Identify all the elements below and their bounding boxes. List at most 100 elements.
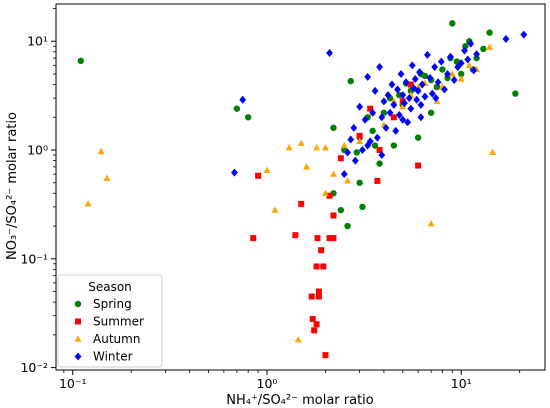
data-point bbox=[486, 29, 493, 36]
data-point bbox=[250, 235, 257, 242]
data-point bbox=[447, 52, 454, 61]
data-point bbox=[322, 143, 329, 151]
legend-entries: Spring Summer Autumn Winter bbox=[74, 297, 144, 364]
data-point bbox=[294, 336, 302, 343]
y-tick-label: 10⁻¹ bbox=[20, 251, 48, 266]
data-point bbox=[402, 78, 410, 87]
data-point bbox=[356, 102, 364, 111]
data-point bbox=[392, 126, 400, 135]
data-point bbox=[428, 89, 436, 98]
data-point bbox=[376, 147, 383, 154]
data-point bbox=[457, 59, 465, 68]
series-winter bbox=[231, 30, 528, 179]
data-point bbox=[330, 235, 337, 242]
data-point bbox=[364, 72, 372, 81]
x-tick-label: 10¹ bbox=[451, 376, 472, 391]
data-point bbox=[390, 114, 397, 121]
y-tick-label: 10¹ bbox=[27, 34, 48, 49]
data-point bbox=[489, 148, 496, 156]
data-point bbox=[350, 123, 358, 132]
data-point bbox=[271, 206, 279, 213]
series-spring bbox=[77, 20, 519, 230]
data-point bbox=[353, 149, 360, 156]
data-point bbox=[404, 118, 412, 127]
data-point bbox=[330, 124, 337, 132]
data-point bbox=[311, 327, 318, 334]
series-summer bbox=[250, 81, 422, 359]
data-point bbox=[322, 189, 329, 196]
data-point bbox=[326, 235, 333, 242]
data-point bbox=[356, 137, 364, 145]
data-point bbox=[347, 77, 354, 85]
data-point bbox=[263, 166, 271, 173]
data-point bbox=[103, 174, 111, 181]
data-point bbox=[439, 66, 446, 73]
data-point bbox=[448, 70, 456, 77]
data-points bbox=[77, 20, 528, 359]
data-point bbox=[361, 115, 369, 124]
data-point bbox=[461, 46, 468, 55]
data-point bbox=[432, 94, 440, 103]
data-point bbox=[340, 141, 348, 149]
data-point bbox=[315, 293, 322, 300]
axes: 10⁻¹ 10⁰ 10¹ 10⁻² 10⁻¹ 10⁰ 10¹ bbox=[20, 8, 521, 391]
data-point bbox=[239, 95, 247, 104]
data-point bbox=[303, 163, 311, 170]
data-point bbox=[330, 212, 337, 219]
data-point bbox=[356, 132, 363, 139]
data-point bbox=[444, 69, 451, 78]
data-point bbox=[414, 134, 422, 141]
data-point bbox=[359, 146, 366, 155]
legend-marker bbox=[74, 335, 82, 342]
data-point bbox=[231, 168, 238, 177]
data-point bbox=[285, 143, 293, 151]
data-point bbox=[378, 151, 386, 160]
data-point bbox=[292, 232, 299, 239]
data-point bbox=[416, 68, 423, 77]
data-point bbox=[426, 73, 434, 82]
data-point bbox=[405, 94, 413, 103]
legend-label: Autumn bbox=[93, 332, 140, 346]
data-point bbox=[441, 85, 448, 94]
data-point bbox=[424, 50, 431, 59]
legend-label: Summer bbox=[93, 315, 144, 329]
legend-label: Winter bbox=[93, 350, 133, 364]
data-point bbox=[376, 160, 383, 167]
legend: Season Spring Summer Autumn Winter bbox=[57, 274, 163, 368]
data-point bbox=[233, 105, 241, 112]
data-point bbox=[395, 110, 403, 119]
data-point bbox=[347, 135, 355, 144]
data-point bbox=[397, 69, 405, 78]
data-point bbox=[464, 55, 472, 64]
data-point bbox=[502, 34, 510, 43]
data-point bbox=[407, 104, 415, 113]
data-point bbox=[330, 170, 337, 177]
data-point bbox=[367, 105, 374, 112]
legend-title: Season bbox=[88, 280, 132, 294]
data-point bbox=[407, 81, 414, 88]
y-tick-label: 10⁻² bbox=[20, 360, 48, 375]
data-point bbox=[340, 170, 348, 179]
data-point bbox=[411, 74, 419, 83]
x-tick-label: 10⁻¹ bbox=[59, 376, 87, 391]
data-point bbox=[414, 86, 422, 95]
data-point bbox=[431, 62, 439, 71]
data-point bbox=[399, 115, 407, 124]
data-point bbox=[486, 43, 493, 50]
data-point bbox=[449, 20, 456, 27]
legend-marker bbox=[75, 318, 81, 325]
data-point bbox=[313, 321, 320, 328]
data-point bbox=[450, 76, 458, 85]
x-tick-label: 10⁰ bbox=[257, 376, 278, 391]
data-point bbox=[313, 263, 320, 270]
data-point bbox=[421, 92, 429, 101]
data-point bbox=[337, 155, 344, 162]
data-point bbox=[427, 109, 435, 116]
data-point bbox=[77, 57, 84, 65]
data-point bbox=[255, 172, 262, 179]
data-point bbox=[344, 177, 351, 184]
data-point bbox=[374, 177, 381, 184]
data-point bbox=[512, 90, 519, 97]
data-point bbox=[399, 102, 407, 110]
